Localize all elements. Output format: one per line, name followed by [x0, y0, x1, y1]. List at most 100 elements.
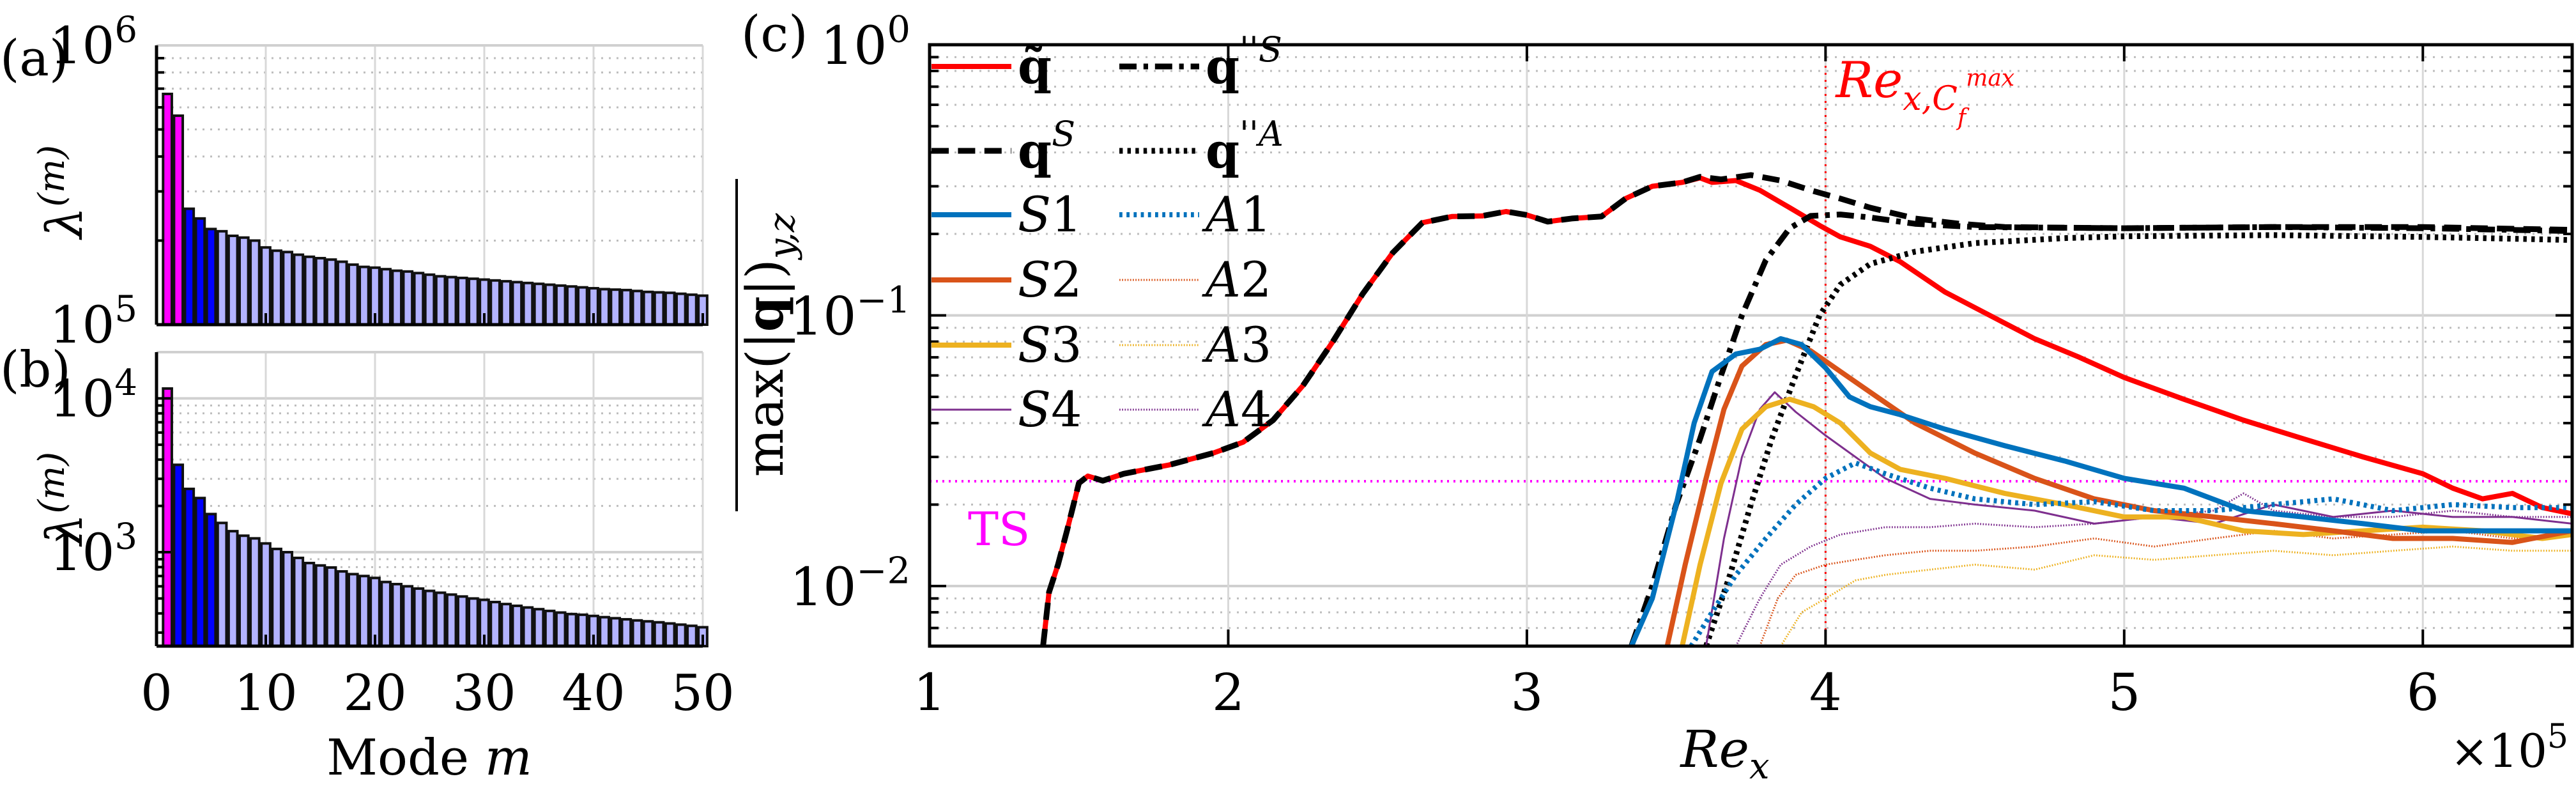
legend-label: A2: [1202, 251, 1271, 308]
bar: [413, 272, 425, 327]
bar: [183, 207, 195, 326]
bar: [434, 591, 447, 648]
bar: [227, 530, 239, 647]
bar: [260, 542, 272, 647]
bar: [456, 276, 468, 326]
panel-b-y-tick-labels: 103 104: [50, 362, 137, 582]
x-tick-label: 3: [1510, 663, 1543, 722]
legend-label: A3: [1202, 316, 1271, 373]
panel-c-legend: q̃ qS S1 S2 S3 S4 q''S q''A A1 A2 A3 A4: [931, 29, 1284, 438]
x-tick-label: 2: [1212, 663, 1245, 722]
bar: [347, 573, 359, 647]
ts-label: TS: [968, 502, 1030, 556]
bar: [380, 580, 392, 647]
x-tick-label: 0: [141, 665, 172, 722]
bar: [260, 246, 272, 326]
x-tick-label: 40: [562, 665, 625, 722]
bar: [293, 556, 305, 647]
bar: [456, 595, 468, 647]
panel-b-y-axis-label: λ(m): [31, 452, 94, 547]
bar: [468, 277, 479, 326]
bar: [533, 282, 545, 327]
bar: [620, 618, 632, 648]
panel-c-x-axis-label: Rex: [1679, 720, 1769, 785]
series-qS-line: [1629, 212, 2573, 647]
bar: [631, 290, 643, 327]
bar: [424, 273, 436, 327]
tick-label: 104: [50, 362, 137, 429]
bar: [172, 463, 185, 647]
bar: [358, 575, 370, 647]
panel-a-bar-chart: (a) 105 106 λ(m): [0, 9, 709, 355]
panel-a-axes: [155, 44, 704, 327]
bar: [544, 609, 556, 647]
bar: [664, 622, 676, 648]
x-tick-label: 10: [234, 665, 297, 722]
tick-label: 105: [50, 288, 137, 355]
tick-label: 10−1: [790, 279, 910, 347]
panel-b-bar-chart: (b) 103 104 0 10 20 30 40 50 λ(m) Mode m: [0, 341, 735, 787]
bar: [216, 229, 228, 327]
bar: [325, 258, 337, 326]
bar: [599, 288, 610, 326]
legend-label: S4: [1018, 381, 1082, 438]
series-S4-line: [1705, 391, 2573, 647]
bar: [468, 597, 479, 647]
bar: [249, 537, 261, 647]
bar: [402, 270, 414, 326]
bar: [500, 603, 512, 647]
panel-c-series: [1040, 172, 2573, 648]
bar: [424, 589, 436, 648]
bar: [413, 587, 425, 647]
bar: [194, 497, 206, 648]
panel-b-axes: [155, 351, 704, 648]
bar: [500, 280, 512, 327]
bar: [183, 487, 195, 647]
bar: [577, 613, 588, 647]
legend-label: q''A: [1206, 114, 1284, 179]
bar: [489, 601, 501, 648]
bar: [653, 291, 665, 327]
bar: [293, 253, 305, 327]
series-A3-line: [1779, 545, 2572, 647]
bar: [271, 547, 282, 648]
legend-label: q''S: [1206, 29, 1282, 95]
bar: [336, 260, 348, 327]
bar: [631, 619, 643, 648]
bar: [445, 275, 457, 327]
bar: [303, 255, 316, 326]
x-tick-label: 50: [671, 665, 734, 722]
bar: [391, 582, 403, 647]
bar: [271, 249, 282, 326]
x-tick-label: 1: [914, 663, 946, 722]
panel-b-label: (b): [0, 341, 71, 399]
bar: [282, 251, 294, 327]
bar: [599, 615, 610, 648]
panel-c-axes: [928, 43, 2574, 648]
panel-c-x-multiplier: ×105: [2450, 718, 2568, 778]
series-S1-line: [1629, 336, 2572, 647]
panel-c-y-axis-label: max(|q|)y,z: [735, 179, 803, 511]
bar: [314, 564, 326, 648]
bar: [610, 288, 622, 326]
legend-label: S3: [1018, 316, 1082, 373]
bar: [227, 235, 239, 326]
bar: [522, 281, 534, 327]
bar: [194, 217, 206, 326]
tick-label: 10−2: [790, 550, 910, 618]
bar: [511, 604, 523, 648]
bar: [314, 256, 326, 326]
bar: [434, 275, 447, 326]
bar: [336, 570, 348, 648]
bar: [347, 263, 359, 327]
bar: [238, 236, 250, 326]
panel-c-annotations: Rex,Cfmax TS: [930, 45, 2572, 646]
bar: [249, 239, 261, 326]
series-qS-line: [1040, 172, 2573, 647]
bar: [391, 269, 403, 326]
panel-a-y-tick-labels: 105 106: [50, 9, 137, 355]
bar: [686, 293, 698, 326]
tick-label: 100: [820, 8, 910, 77]
